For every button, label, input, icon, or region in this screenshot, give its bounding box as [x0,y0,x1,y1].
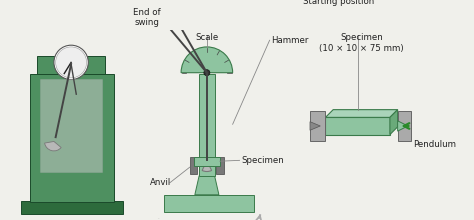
Polygon shape [195,176,219,195]
Bar [199,74,215,176]
Text: Scale: Scale [195,33,219,42]
Text: Hammer: Hammer [271,36,309,45]
Text: Starting position: Starting position [303,0,374,6]
Bar [194,157,220,165]
Wedge shape [202,160,211,172]
Bar [190,157,198,174]
Text: Specimen
(10 × 10 × 75 mm): Specimen (10 × 10 × 75 mm) [319,33,404,53]
Bar [37,55,106,74]
Circle shape [204,70,210,76]
Circle shape [54,45,88,80]
Text: Anvil: Anvil [149,178,171,187]
Polygon shape [326,110,398,117]
Polygon shape [390,110,398,135]
Bar [398,110,411,141]
Text: Specimen: Specimen [241,156,284,165]
Circle shape [55,47,87,78]
Bar [326,117,390,135]
Text: End of
swing: End of swing [133,8,161,27]
Wedge shape [45,141,61,151]
Polygon shape [164,195,254,212]
Wedge shape [152,0,180,4]
Bar [40,79,102,172]
Polygon shape [310,122,320,130]
Bar [216,157,224,174]
Text: Pendulum: Pendulum [413,140,456,149]
Wedge shape [141,8,168,24]
Bar [30,74,114,202]
Bar [21,201,123,214]
Wedge shape [181,47,233,73]
Polygon shape [398,121,408,131]
Bar [310,110,326,141]
